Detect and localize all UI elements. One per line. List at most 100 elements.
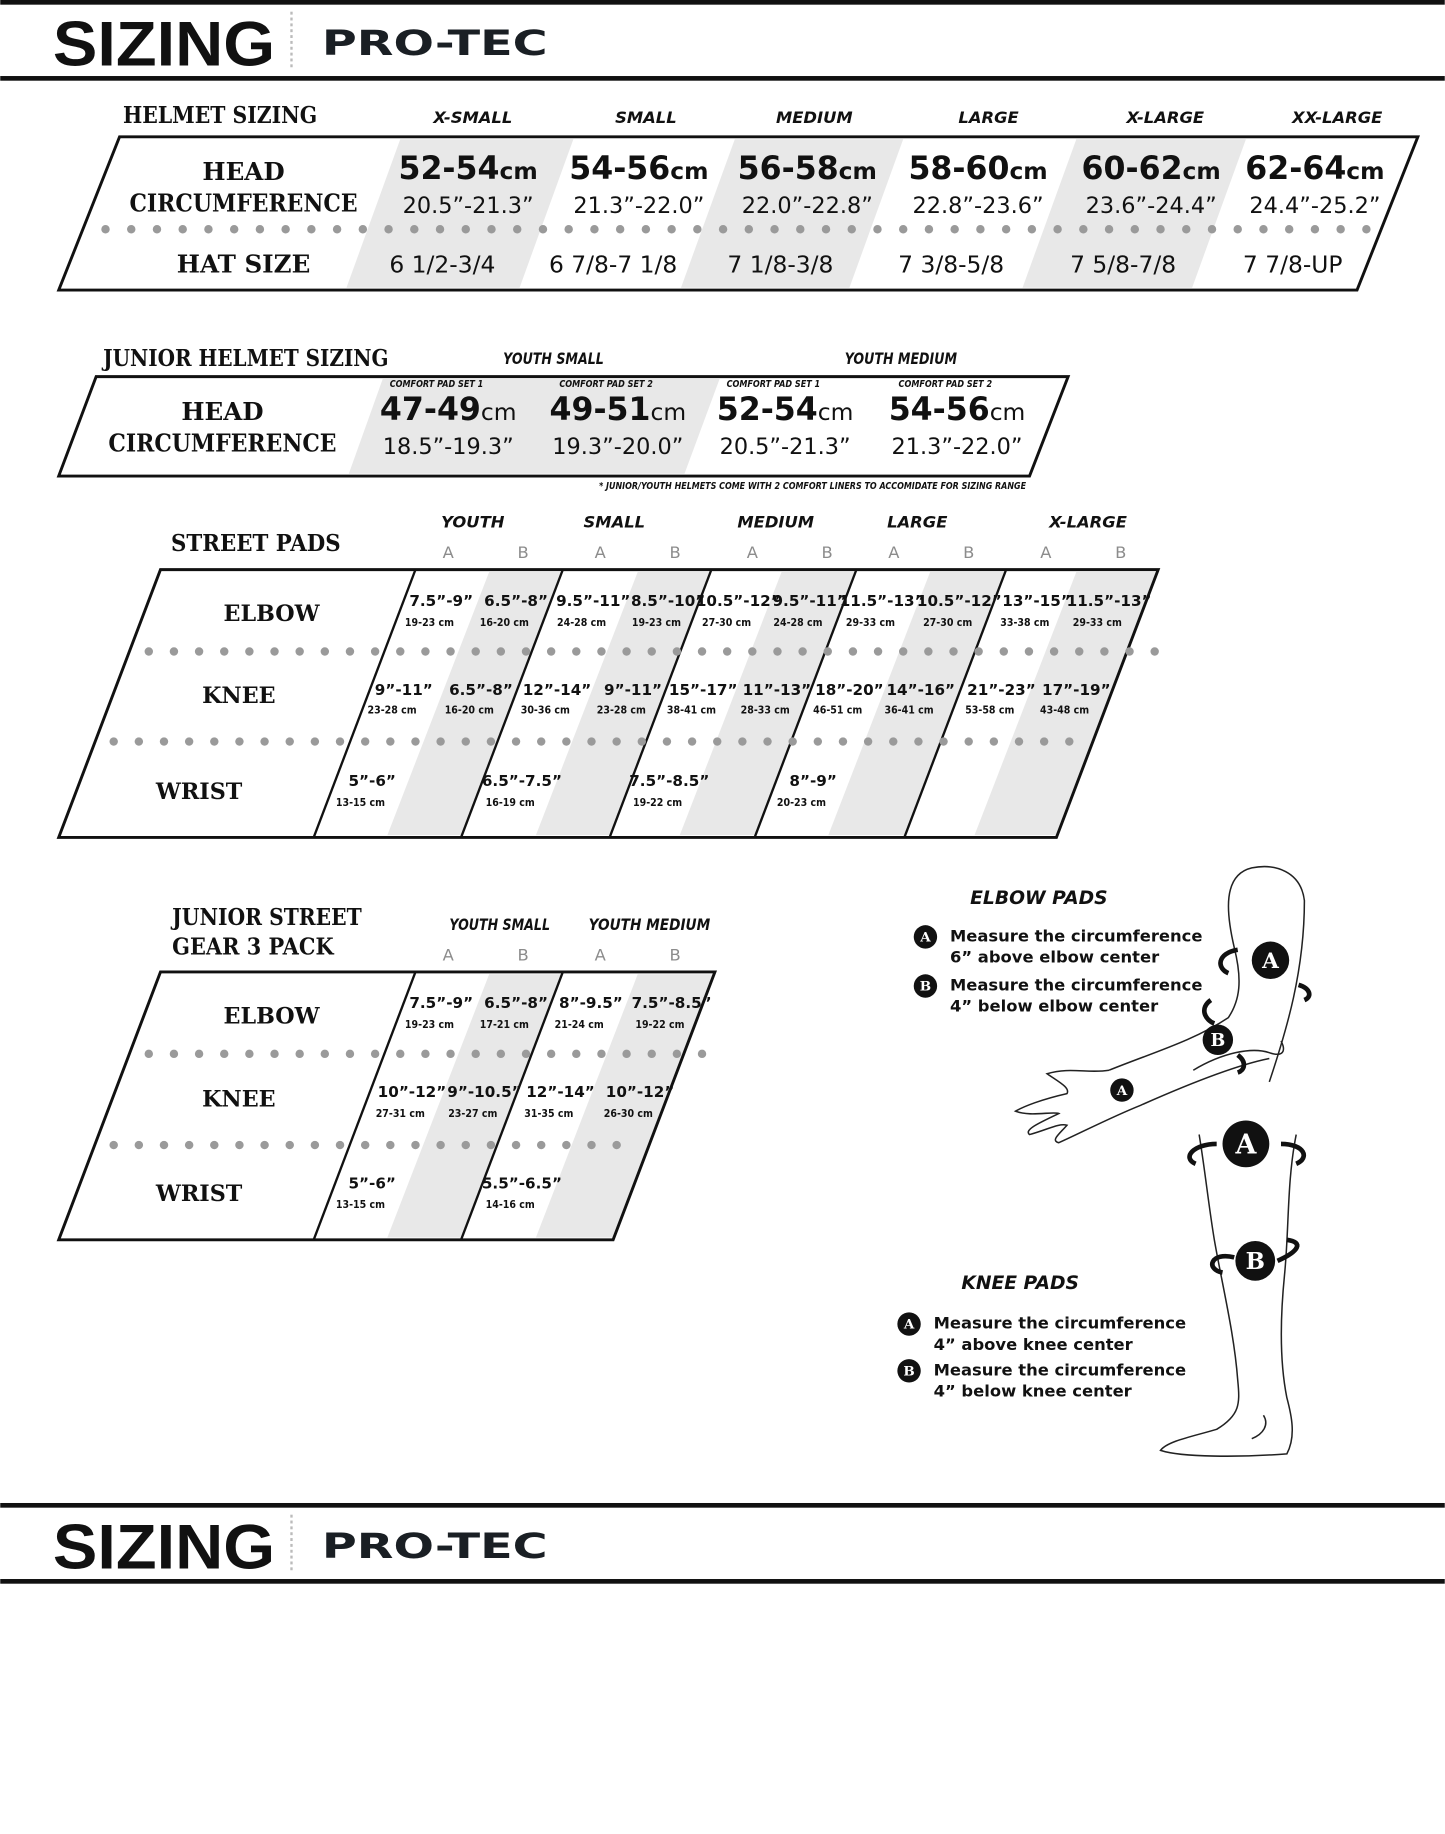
separator-dot bbox=[220, 1049, 229, 1059]
instruction-text: 4” below knee center bbox=[934, 1382, 1133, 1401]
instruction-text: Measure the circumference bbox=[950, 927, 1203, 946]
divider-dot bbox=[290, 11, 293, 15]
separator-dot bbox=[285, 1140, 294, 1150]
separator-dot bbox=[446, 1049, 455, 1059]
size-cm: 23-28 cm bbox=[368, 704, 417, 716]
table-border bbox=[56, 135, 1421, 292]
badge-circle bbox=[1110, 1078, 1134, 1102]
shaded-column bbox=[346, 139, 574, 288]
circumference-cm: 47-49cm bbox=[380, 392, 517, 428]
size-cm: 24-28 cm bbox=[557, 617, 606, 629]
hat-size: 6 1/2-3/4 bbox=[389, 251, 495, 279]
rotation-arrow-icon bbox=[1210, 1253, 1235, 1275]
divider-dot bbox=[290, 29, 293, 33]
separator-dot bbox=[1014, 737, 1024, 746]
shaded-b-column bbox=[387, 974, 563, 1238]
column-divider bbox=[459, 569, 564, 838]
size-header: YOUTH MEDIUM bbox=[589, 915, 711, 934]
separator-dot bbox=[697, 1049, 707, 1059]
separator-dot bbox=[486, 737, 496, 746]
cm-value: 49-51 bbox=[550, 392, 651, 428]
instruction-text: Measure the circumference bbox=[950, 976, 1203, 995]
separator-dot bbox=[597, 1049, 606, 1059]
size-header: YOUTH SMALL bbox=[449, 915, 550, 934]
separator-dot bbox=[109, 737, 118, 746]
shaded-b-column bbox=[828, 571, 1007, 836]
separator-dot bbox=[270, 647, 279, 656]
separator-dot bbox=[471, 1049, 480, 1059]
separator-dot bbox=[662, 737, 672, 746]
separator-dot bbox=[496, 1049, 506, 1059]
separator-dot bbox=[295, 1049, 304, 1059]
size-cm: 43-48 cm bbox=[1040, 704, 1089, 716]
street-pads-table: STREET PADS YOUTH SMALL MEDIUM LARGE X-LARGE A… bbox=[56, 513, 1161, 839]
shaded-b-column bbox=[535, 571, 712, 836]
row-label-head: HEAD bbox=[202, 157, 284, 186]
size-inches: 6.5”-7.5” bbox=[482, 772, 562, 790]
size-inches: 10”-12” bbox=[378, 1083, 447, 1101]
rotation-arrow-icon bbox=[1202, 998, 1216, 1026]
rotation-arrow-icon bbox=[1187, 1141, 1217, 1166]
rotation-arrow-icon bbox=[1218, 947, 1239, 976]
size-cm: 23-28 cm bbox=[597, 704, 646, 716]
badge-icon: A bbox=[1110, 1078, 1134, 1102]
separator-dot bbox=[538, 225, 548, 234]
size-header: X-LARGE bbox=[1125, 108, 1204, 127]
junior-helmet-sizing-table: JUNIOR HELMET SIZING YOUTH SMALL YOUTH MED… bbox=[56, 344, 1071, 492]
comfort-pad-set: COMFORT PAD SET 1 bbox=[390, 379, 484, 390]
badge-letter: B bbox=[920, 979, 931, 995]
size-header: SMALL bbox=[584, 513, 646, 532]
separator-dot bbox=[773, 647, 782, 656]
separator-dot bbox=[763, 737, 772, 746]
separator-dot bbox=[1039, 737, 1049, 746]
separator-dot bbox=[612, 1140, 621, 1150]
separator-dot bbox=[949, 647, 958, 656]
size-cm: 19-23 cm bbox=[405, 1019, 454, 1031]
column-divider bbox=[312, 569, 417, 838]
badge-letter: A bbox=[1261, 949, 1279, 974]
badge-circle bbox=[913, 925, 938, 949]
size-inches: 7.5”-8.5” bbox=[632, 994, 712, 1012]
separator-dot bbox=[436, 737, 445, 746]
column-divider bbox=[903, 569, 1008, 838]
shaded-b-column bbox=[974, 571, 1159, 836]
separator-dot bbox=[281, 225, 290, 234]
size-inches: 11.5”-13” bbox=[1067, 592, 1152, 610]
separator-dot bbox=[360, 1140, 370, 1150]
circumference-cm: 62-64cm bbox=[1245, 151, 1384, 187]
separator-dot bbox=[564, 225, 573, 234]
divider-dot bbox=[290, 1520, 293, 1524]
size-inches: 10.5”-12” bbox=[917, 592, 1002, 610]
separator-dot bbox=[159, 1140, 169, 1150]
separator-dot bbox=[310, 1140, 320, 1150]
size-cm: 21-24 cm bbox=[555, 1019, 604, 1031]
badge-circle bbox=[1222, 1120, 1270, 1168]
separator-dot bbox=[590, 225, 599, 234]
size-cm: 24-28 cm bbox=[773, 617, 822, 629]
size-header: MEDIUM bbox=[737, 513, 814, 532]
circumference-cm: 60-62cm bbox=[1082, 151, 1221, 187]
circumference-inches: 22.0”-22.8” bbox=[742, 193, 873, 219]
column-letter: B bbox=[1115, 543, 1126, 562]
separator-dot bbox=[1027, 225, 1037, 234]
size-cm: 13-15 cm bbox=[336, 797, 385, 809]
separator-dot bbox=[1049, 647, 1059, 656]
size-inches: 12”-14” bbox=[523, 681, 592, 699]
separator-dot bbox=[194, 1049, 204, 1059]
cm-value: 62-64 bbox=[1245, 151, 1346, 187]
size-inches: 5”-6” bbox=[348, 772, 395, 790]
separator-dot bbox=[1100, 647, 1109, 656]
separator-dot bbox=[178, 225, 187, 234]
circumference-inches: 20.5”-21.3” bbox=[720, 434, 851, 460]
separator-dot bbox=[345, 647, 355, 656]
separator-dot bbox=[335, 1140, 345, 1150]
dot-separator bbox=[144, 647, 1159, 656]
separator-dot bbox=[210, 737, 219, 746]
separator-dot bbox=[697, 647, 707, 656]
badge-circle bbox=[1202, 1024, 1234, 1056]
separator-dot bbox=[667, 225, 676, 234]
divider-dot bbox=[290, 64, 293, 68]
separator-dot bbox=[546, 647, 556, 656]
size-header: XX-LARGE bbox=[1291, 108, 1382, 127]
size-inches: 9.5”-11” bbox=[556, 592, 630, 610]
